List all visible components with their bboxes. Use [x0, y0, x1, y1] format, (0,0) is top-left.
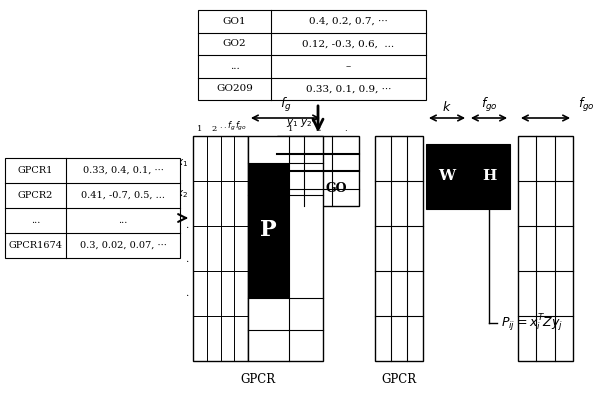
- Text: H: H: [482, 169, 496, 183]
- Text: –: –: [346, 62, 351, 71]
- Text: $f_g$: $f_g$: [280, 96, 291, 114]
- Text: GPCR1: GPCR1: [18, 166, 54, 175]
- Bar: [193, 136, 248, 361]
- Text: ...: ...: [230, 62, 239, 71]
- Text: $f_{go}$: $f_{go}$: [481, 96, 498, 114]
- Text: ...: ...: [118, 216, 128, 225]
- Bar: [248, 163, 289, 298]
- Text: .: .: [343, 125, 347, 133]
- Text: 2: 2: [315, 125, 320, 133]
- Text: W: W: [438, 169, 456, 183]
- Text: GO: GO: [325, 182, 347, 195]
- Text: GPCR: GPCR: [381, 373, 417, 386]
- Text: 0.41, -0.7, 0.5, ...: 0.41, -0.7, 0.5, ...: [81, 191, 165, 200]
- Text: $k$: $k$: [442, 100, 452, 114]
- Text: 1: 1: [197, 125, 203, 133]
- Text: $y_1$: $y_1$: [286, 117, 298, 129]
- Text: $x_1$: $x_1$: [175, 157, 188, 169]
- Text: .: .: [185, 255, 188, 264]
- Text: 1: 1: [266, 140, 272, 149]
- Text: GO2: GO2: [223, 39, 246, 48]
- Text: 2: 2: [211, 125, 216, 133]
- Text: GPCR1674: GPCR1674: [9, 241, 63, 250]
- Text: $x_2$: $x_2$: [176, 189, 188, 200]
- Text: .: .: [185, 289, 188, 298]
- Bar: [248, 136, 323, 361]
- Text: 0.3, 0.02, 0.07, ···: 0.3, 0.02, 0.07, ···: [80, 241, 167, 250]
- Text: $f_{go}$: $f_{go}$: [578, 96, 595, 114]
- Bar: [277, 136, 359, 206]
- Bar: [375, 136, 423, 361]
- Text: GPCR2: GPCR2: [18, 191, 54, 200]
- Text: 0.12, -0.3, 0.6,  ...: 0.12, -0.3, 0.6, ...: [303, 39, 395, 48]
- Bar: [468, 143, 510, 208]
- Bar: [5, 158, 180, 258]
- Text: $P_{ij} = x_i^T Z y_j$: $P_{ij} = x_i^T Z y_j$: [501, 313, 563, 333]
- Bar: [198, 10, 426, 100]
- Text: 0.4, 0.2, 0.7, ···: 0.4, 0.2, 0.7, ···: [309, 17, 388, 26]
- Text: GO1: GO1: [223, 17, 246, 26]
- Text: P: P: [260, 220, 277, 241]
- Text: :: :: [269, 175, 272, 184]
- Bar: [518, 136, 573, 361]
- Text: 0.33, 0.1, 0.9, ···: 0.33, 0.1, 0.9, ···: [306, 84, 391, 93]
- Text: GO209: GO209: [216, 84, 253, 93]
- Bar: [426, 143, 468, 208]
- Text: 1: 1: [288, 125, 294, 133]
- Text: GPCR: GPCR: [241, 373, 275, 386]
- Text: $f_{go}$: $f_{go}$: [235, 120, 247, 133]
- Text: $..f_g$: $..f_g$: [219, 120, 236, 133]
- Text: $y_2$: $y_2$: [300, 117, 312, 129]
- Text: .: .: [269, 193, 272, 202]
- Text: .: .: [185, 222, 188, 231]
- Text: ...: ...: [31, 216, 40, 225]
- Text: 0.33, 0.4, 0.1, ···: 0.33, 0.4, 0.1, ···: [83, 166, 164, 175]
- Text: 2: 2: [266, 158, 272, 167]
